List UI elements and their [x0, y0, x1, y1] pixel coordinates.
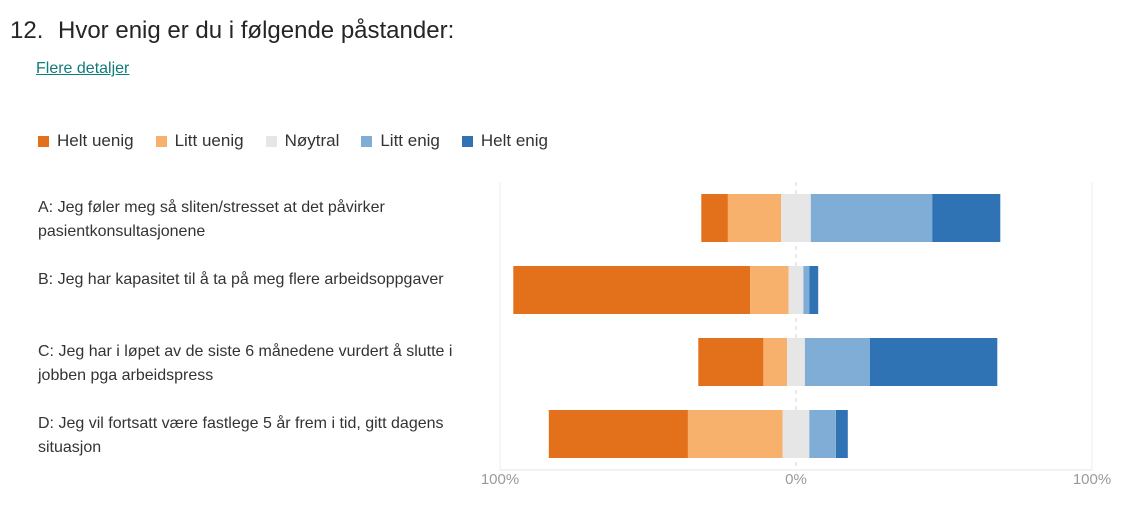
- bar-c-litt-uenig[interactable]: [763, 338, 788, 386]
- bar-d-helt-uenig[interactable]: [548, 410, 688, 458]
- legend-swatch-noytral: [265, 135, 277, 147]
- x-tick-left: 100%: [481, 471, 519, 488]
- bar-b-noytral[interactable]: [788, 266, 804, 314]
- bar-d-helt-enig[interactable]: [836, 410, 848, 458]
- legend-item-litt-uenig[interactable]: Litt uenig: [155, 131, 244, 151]
- bar-d-litt-enig[interactable]: [809, 410, 836, 458]
- x-tick-center: 0%: [785, 471, 807, 488]
- bar-c-noytral[interactable]: [787, 338, 805, 386]
- legend-label-litt-uenig: Litt uenig: [174, 131, 244, 150]
- bar-b-litt-uenig[interactable]: [750, 266, 789, 314]
- bar-b-helt-uenig[interactable]: [513, 266, 751, 314]
- legend-label-helt-uenig: Helt uenig: [57, 131, 134, 150]
- legend-swatch-litt-uenig: [155, 135, 167, 147]
- question-title: Hvor enig er du i følgende påstander:: [58, 17, 455, 44]
- bar-a-litt-enig[interactable]: [810, 194, 933, 242]
- bar-a-helt-enig[interactable]: [932, 194, 1001, 242]
- legend-item-noytral[interactable]: Nøytral: [265, 131, 340, 151]
- chart-legend: Helt uenig Litt uenig Nøytral Litt enig …: [38, 131, 570, 151]
- bar-b-litt-enig[interactable]: [803, 266, 810, 314]
- legend-label-noytral: Nøytral: [284, 131, 340, 150]
- more-details-link[interactable]: Flere detaljer: [36, 60, 130, 77]
- legend-swatch-helt-enig: [461, 135, 473, 147]
- legend-item-helt-enig[interactable]: Helt enig: [461, 131, 548, 151]
- bar-c-litt-enig[interactable]: [804, 338, 870, 386]
- row-label-d: D: Jeg vil fortsatt være fastlege 5 år f…: [38, 415, 444, 456]
- legend-label-litt-enig: Litt enig: [380, 131, 440, 150]
- bar-group: [513, 194, 1001, 458]
- bar-a-helt-uenig[interactable]: [701, 194, 728, 242]
- legend-item-helt-uenig[interactable]: Helt uenig: [38, 131, 134, 151]
- bar-d-litt-uenig[interactable]: [688, 410, 783, 458]
- bar-d-noytral[interactable]: [782, 410, 810, 458]
- bar-a-noytral[interactable]: [781, 194, 811, 242]
- legend-swatch-helt-uenig: [38, 135, 49, 147]
- row-label-b: B: Jeg har kapasitet til å ta på meg fle…: [38, 271, 444, 288]
- bar-c-helt-enig[interactable]: [870, 338, 998, 386]
- bar-b-helt-enig[interactable]: [809, 266, 819, 314]
- row-label-a: A: Jeg føler meg så sliten/stresset at d…: [38, 199, 385, 240]
- x-tick-right: 100%: [1073, 471, 1111, 488]
- legend-swatch-litt-enig: [361, 135, 373, 147]
- row-label-c: C: Jeg har i løpet av de siste 6 måneden…: [38, 343, 453, 384]
- question-number: 12.: [10, 17, 44, 44]
- bar-a-litt-uenig[interactable]: [727, 194, 782, 242]
- legend-label-helt-enig: Helt enig: [480, 131, 548, 150]
- legend-item-litt-enig[interactable]: Litt enig: [361, 131, 440, 151]
- bar-c-helt-uenig[interactable]: [698, 338, 764, 386]
